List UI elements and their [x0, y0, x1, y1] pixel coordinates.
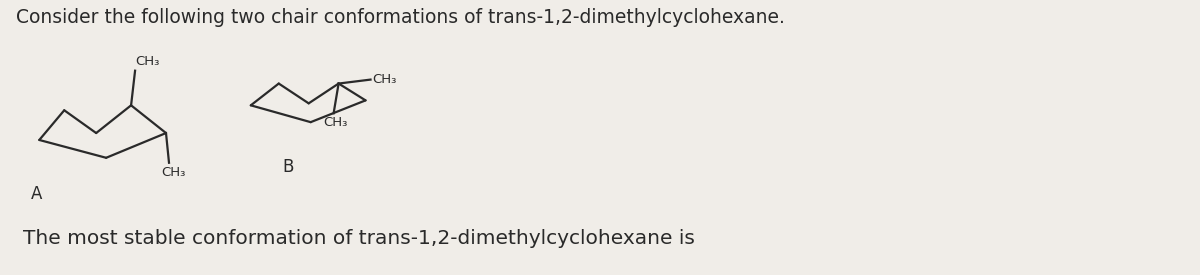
Text: B: B	[283, 158, 294, 176]
Text: CH₃: CH₃	[136, 55, 160, 68]
Text: CH₃: CH₃	[324, 116, 348, 129]
Text: The most stable conformation of trans-1,2-dimethylcyclohexane is: The most stable conformation of trans-1,…	[23, 229, 695, 248]
Text: A: A	[31, 185, 43, 202]
Text: CH₃: CH₃	[372, 73, 397, 86]
Text: CH₃: CH₃	[161, 166, 185, 179]
Text: Consider the following two chair conformations of trans-1,2-dimethylcyclohexane.: Consider the following two chair conform…	[17, 8, 785, 27]
